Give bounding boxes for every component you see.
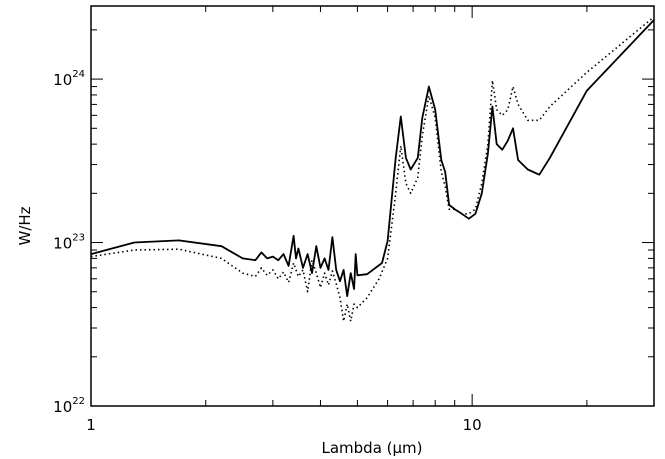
axis-ticks — [90, 6, 655, 407]
series-line-solid — [90, 19, 655, 297]
y-tick-label: 1022 — [53, 396, 85, 416]
y-tick-label: 1024 — [53, 69, 85, 89]
y-tick-label: 1023 — [53, 233, 85, 253]
x-tick-label: 10 — [463, 416, 482, 434]
series-layer — [90, 16, 655, 322]
plot-frame — [90, 5, 655, 407]
series-line-dotted — [90, 16, 655, 322]
x-tick-label: 1 — [86, 416, 96, 434]
x-axis-label: Lambda (μm) — [321, 439, 422, 457]
y-axis-label: W/Hz — [16, 206, 34, 245]
tick-labels: 1 10 1022 1023 1024 — [53, 69, 482, 434]
